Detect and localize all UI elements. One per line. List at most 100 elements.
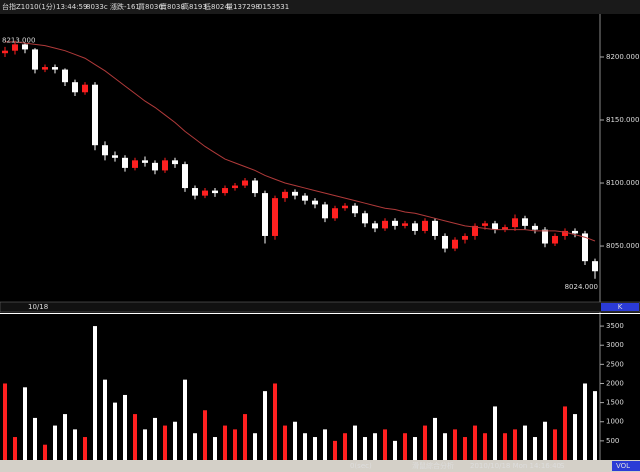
header-item: 漲跌-161 [110,2,140,11]
candle-body [382,220,388,229]
candle-body [252,180,258,194]
y-tick-label: 3000 [606,341,624,349]
candle-body [402,223,408,226]
header-item: 賣8038 [160,2,185,11]
status-bar [0,460,640,472]
candle-body [262,193,268,236]
volume-bar [503,433,507,460]
y-tick-label: 3500 [606,322,624,330]
volume-bar [63,414,67,460]
volume-bar [393,440,397,460]
volume-bar [523,425,527,460]
volume-bar [153,417,157,460]
volume-bar [453,429,457,460]
footer-item: VOL [616,462,630,470]
candle-body [162,160,168,171]
volume-bar [113,402,117,460]
y-tick-label: 1000 [606,418,624,426]
volume-bar [563,406,567,460]
candle-body [102,145,108,156]
candle-body [112,155,118,158]
volume-bar [83,437,87,460]
candle-body [172,160,178,165]
candle-body [512,218,518,228]
volume-bar [373,433,377,460]
candle-body [522,218,528,226]
header-item: 0153531 [258,3,289,11]
volume-bar [203,410,207,460]
candle-body [572,230,578,234]
header-item: 量137298 [226,3,260,11]
volume-bar [413,437,417,460]
volume-bar [493,406,497,460]
footer-item: S [560,462,565,470]
moving-average [5,41,596,242]
candle-body [62,69,68,83]
header-bar [0,0,640,14]
candle-body [182,164,188,189]
volume-bar [243,414,247,460]
candle-body [592,261,598,272]
axis-button-label: K [618,303,623,311]
k-button[interactable] [601,303,639,311]
volume-bar [93,326,97,460]
volume-bar [253,433,257,460]
candle-body [52,67,58,70]
candle-body [492,223,498,230]
candle-body [32,49,38,70]
candle-body [582,233,588,262]
volume-bar [423,425,427,460]
y-tick-label: 500 [606,437,619,445]
candle-body [542,229,548,244]
candle-body [472,225,478,236]
y-tick-label: 8150.000 [606,116,639,124]
candle-body [452,239,458,249]
volume-bar [213,437,217,460]
footer-item: 2010/10/18 Mon 14:16:40 [470,462,561,470]
candle-body [362,213,368,224]
candle-body [322,204,328,219]
footer-item: 0(sec) [350,462,372,470]
time-axis-strip [0,301,640,313]
candle-body [2,50,8,54]
y-tick-label: 1500 [606,399,624,407]
candle-body [92,84,98,146]
candle-body [42,67,48,70]
low-annotation: 8024.000 [565,283,598,291]
vol-button[interactable] [612,461,640,471]
volume-bar [593,391,597,460]
candle-body [202,190,208,196]
volume-bar [583,383,587,460]
volume-bar [323,429,327,460]
candle-body [442,235,448,249]
volume-bar [123,394,127,460]
volume-bar [103,379,107,460]
volume-bar [433,417,437,460]
candle-body [552,235,558,244]
volume-bar [383,429,387,460]
volume-bar [363,437,367,460]
candle-body [312,200,318,205]
volume-bar [513,429,517,460]
y-tick-label: 2500 [606,360,624,368]
candle-body [372,223,378,229]
candle-body [232,185,238,189]
y-tick-label: 2000 [606,379,624,387]
volume-bar [3,383,7,460]
volume-bar [13,437,17,460]
volume-bar [183,379,187,460]
candle-body [532,225,538,230]
volume-bar [43,444,47,460]
candle-body [462,235,468,240]
volume-bar [463,437,467,460]
candle-body [142,160,148,163]
candle-body [212,190,218,194]
header-item: 高8193 [182,2,207,11]
candle-body [72,82,78,93]
volume-bar [553,429,557,460]
volume-bar [143,429,147,460]
candle-body [132,160,138,168]
y-tick-label: 8100.000 [606,179,639,187]
volume-bar [573,414,577,460]
